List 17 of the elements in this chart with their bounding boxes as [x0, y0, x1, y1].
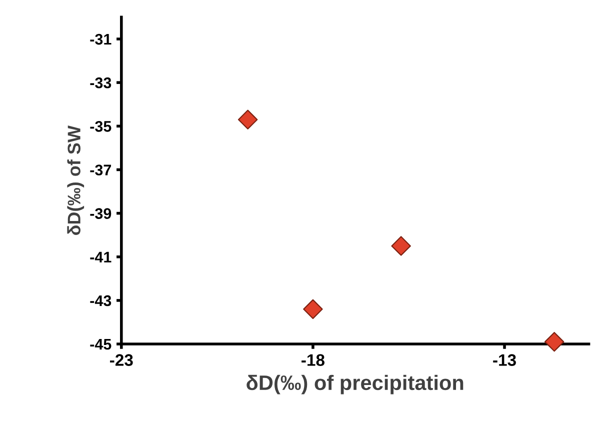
y-axis-title: δD(‰) of SW	[67, 126, 84, 235]
y-tick-label: -31	[90, 34, 112, 45]
x-tick-label: -18	[302, 354, 324, 366]
y-tick-label: -41	[90, 252, 112, 262]
y-tick-label: -45	[90, 339, 112, 350]
point	[544, 332, 564, 352]
x-tick-label: -23	[110, 354, 133, 366]
y-tick-label: -37	[90, 164, 112, 176]
y-tick-label: -33	[90, 77, 112, 88]
y-tick-label: -35	[90, 121, 112, 132]
point	[391, 236, 411, 256]
y-tick-label: -43	[90, 295, 112, 306]
x-tick-label: -13	[493, 354, 516, 366]
x-axis-title: δD(‰) of precipitation	[246, 374, 464, 394]
point	[238, 110, 258, 130]
point	[303, 299, 323, 320]
y-tick-label: -39	[90, 208, 112, 219]
